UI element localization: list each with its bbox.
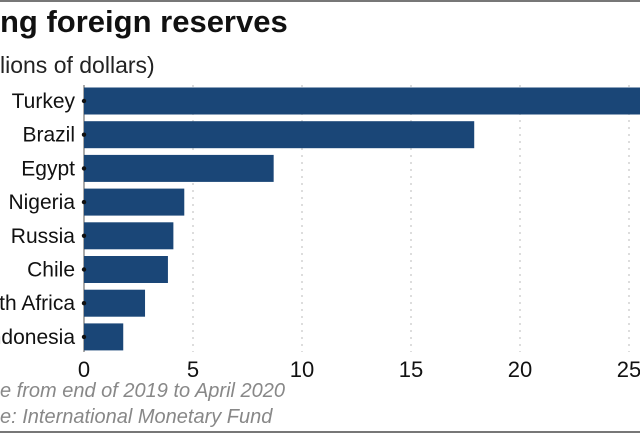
- x-tick-label: 0: [78, 357, 90, 382]
- chart-subtitle: lions of dollars): [0, 52, 155, 78]
- x-tick-label: 10: [290, 357, 314, 382]
- x-tick-label: 15: [399, 357, 423, 382]
- chart-title: ng foreign reserves: [0, 4, 288, 39]
- bar-russia: [84, 222, 174, 250]
- category-label: South Africa: [0, 292, 75, 315]
- top-border: [0, 0, 640, 2]
- bottom-border: [0, 431, 640, 433]
- tick-dot: [81, 98, 87, 104]
- bar-south-africa: [84, 289, 146, 317]
- tick-dot: [81, 132, 87, 137]
- category-label: Russia: [11, 225, 76, 248]
- category-label: Brazil: [22, 124, 75, 147]
- bar-brazil: [84, 121, 475, 149]
- bar-chile: [84, 256, 168, 283]
- bar-egypt: [84, 154, 274, 182]
- chart-source: e: International Monetary Fund: [0, 406, 273, 428]
- tick-dot: [81, 233, 87, 238]
- tick-dot: [81, 199, 87, 205]
- category-label: Indonesia: [0, 326, 75, 349]
- tick-dot: [81, 334, 87, 340]
- x-tick-label: 25: [617, 357, 640, 382]
- x-tick-label: 5: [187, 357, 199, 382]
- category-label: Turkey: [12, 90, 76, 113]
- category-label: Egypt: [21, 157, 75, 180]
- category-label: Chile: [27, 259, 75, 282]
- bar-nigeria: [84, 188, 185, 216]
- tick-dot: [81, 166, 87, 171]
- x-tick-label: 20: [508, 357, 532, 382]
- chart-note: e from end of 2019 to April 2020: [0, 380, 285, 402]
- category-label: Nigeria: [8, 191, 75, 214]
- bar-turkey: [84, 87, 640, 115]
- tick-dot: [81, 301, 87, 306]
- tick-dot: [81, 267, 87, 272]
- bar-indonesia: [84, 323, 124, 351]
